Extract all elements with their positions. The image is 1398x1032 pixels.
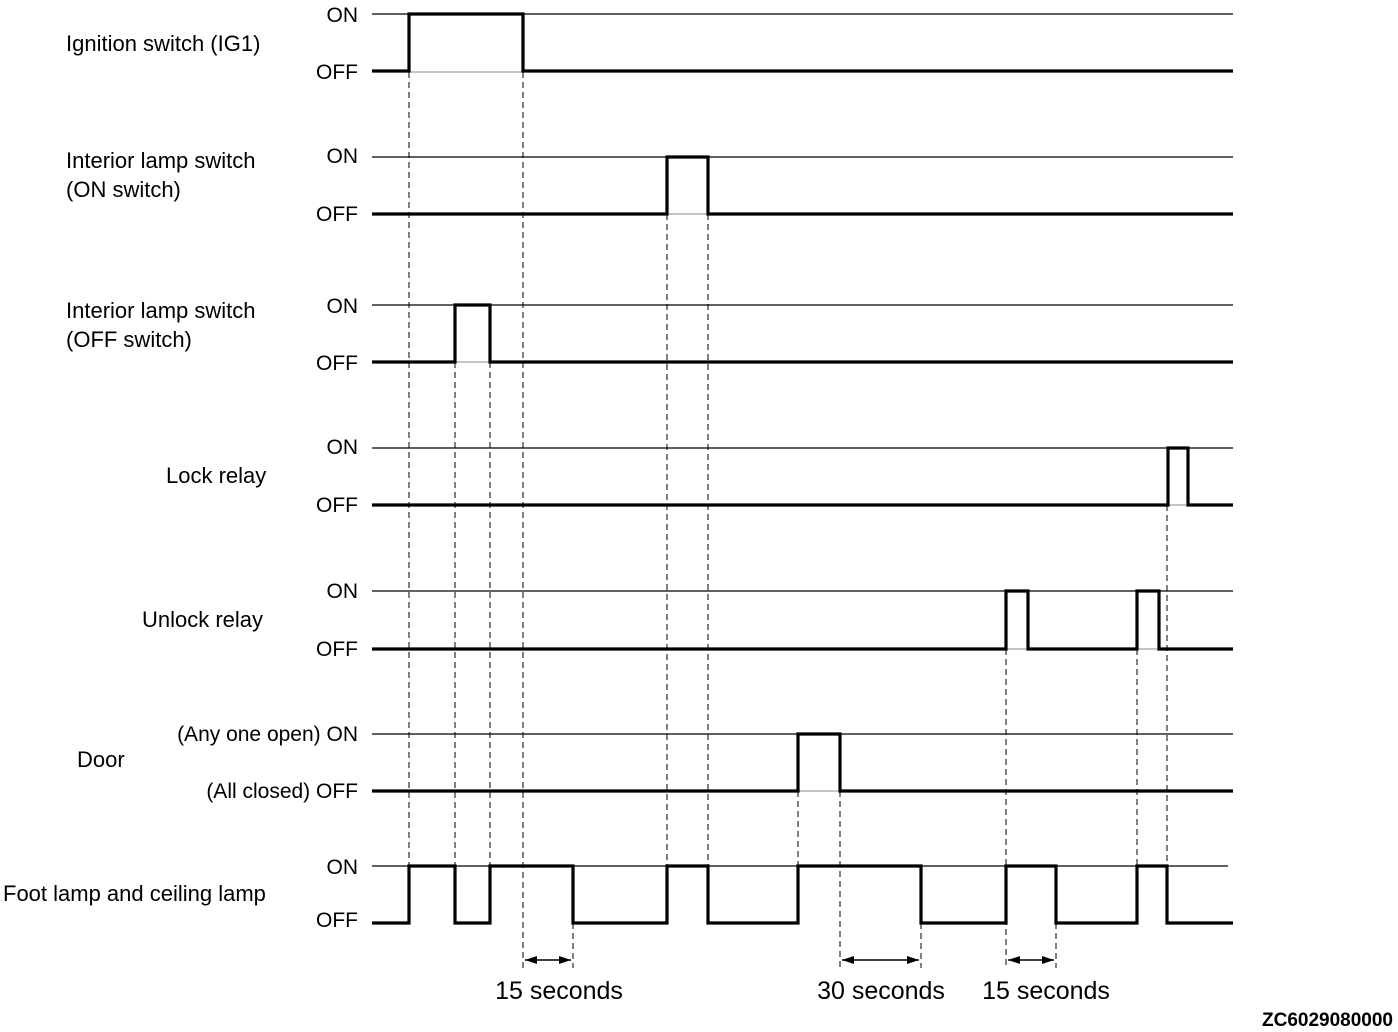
duration-arrows (525, 956, 1054, 964)
door-on-label: (Any one open) ON (177, 723, 358, 746)
duration-arrow-3 (1008, 956, 1054, 964)
duration-arrow-1 (525, 956, 571, 964)
interior-lamp-on-switch-label-line1: Interior lamp switch (66, 148, 256, 173)
unlock-relay-label: Unlock relay (142, 607, 263, 632)
foot-ceiling-lamp-label: Foot lamp and ceiling lamp (3, 881, 266, 906)
interior-lamp-off-switch-waveform (372, 303, 1233, 364)
interior-lamp-off-switch-label-line1: Interior lamp switch (66, 298, 256, 323)
door-off-label: (All closed) OFF (206, 780, 358, 803)
on-switch-off-label: OFF (316, 203, 358, 226)
lock-relay-waveform (372, 446, 1233, 507)
on-switch-on-label: ON (327, 145, 359, 168)
off-switch-off-label: OFF (316, 352, 358, 375)
duration-labels: 15 seconds 30 seconds 15 seconds (495, 977, 1110, 1005)
timing-guides (408, 72, 1168, 968)
level-labels: ON OFF ON OFF ON OFF ON OFF ON OFF (Any … (177, 4, 358, 932)
interior-lamp-on-switch-waveform (372, 155, 1233, 216)
figure-code: ZC6029080000 (1262, 1010, 1393, 1031)
interior-lamp-off-switch-label-line2: (OFF switch) (66, 327, 192, 352)
duration-label-1: 15 seconds (495, 977, 623, 1005)
door-waveform (372, 732, 1233, 793)
ignition-switch-waveform (372, 12, 1233, 73)
unlock-relay-on-label: ON (327, 580, 359, 603)
duration-arrow-2 (842, 956, 919, 964)
lock-relay-off-label: OFF (316, 494, 358, 517)
ignition-switch-label: Ignition switch (IG1) (66, 31, 260, 56)
duration-label-3: 15 seconds (982, 977, 1110, 1005)
pulse-underlines (409, 71, 1188, 792)
foot-ceiling-lamp-waveform (372, 864, 1233, 925)
lamp-on-label: ON (327, 856, 359, 879)
duration-label-2: 30 seconds (817, 977, 945, 1005)
lock-relay-label: Lock relay (166, 463, 266, 488)
unlock-relay-off-label: OFF (316, 638, 358, 661)
waveforms (372, 12, 1233, 925)
unlock-relay-waveform (372, 589, 1233, 651)
lock-relay-on-label: ON (327, 436, 359, 459)
ignition-on-label: ON (327, 4, 359, 27)
signal-labels: Ignition switch (IG1) Interior lamp swit… (3, 31, 266, 906)
on-reference-lines (372, 13, 1233, 867)
interior-lamp-on-switch-label-line2: (ON switch) (66, 177, 181, 202)
off-switch-on-label: ON (327, 295, 359, 318)
ignition-off-label: OFF (316, 61, 358, 84)
lamp-off-label: OFF (316, 909, 358, 932)
door-label: Door (77, 747, 125, 772)
